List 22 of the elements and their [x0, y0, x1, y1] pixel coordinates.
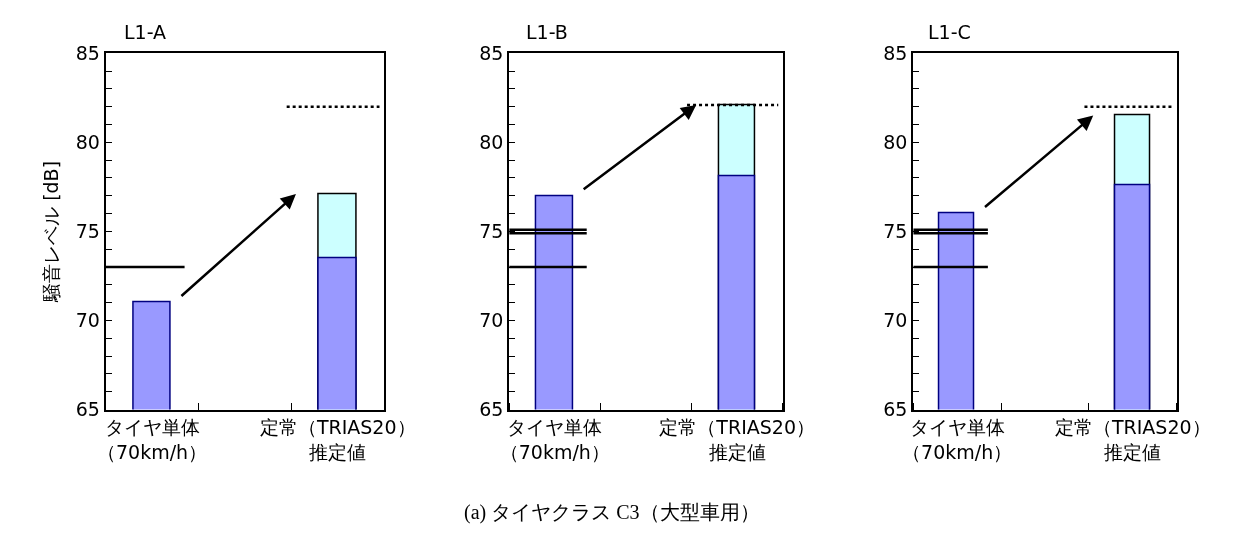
- y-tick-label: 80: [75, 130, 100, 153]
- y-tick-label: 80: [479, 130, 504, 153]
- y-tick-label: 85: [479, 41, 504, 64]
- y-tick-label: 70: [479, 309, 504, 332]
- y-tick-label: 85: [75, 41, 100, 64]
- x-tick-label: 定常（TRIAS20）推定値: [1054, 416, 1211, 464]
- y-tick-label: 70: [883, 309, 908, 332]
- y-tick-label: 75: [75, 220, 100, 243]
- y-tick-label: 75: [883, 220, 908, 243]
- y-tick-label: 70: [75, 309, 100, 332]
- y-tick-label: 80: [883, 130, 908, 153]
- y-tick-label: 75: [479, 220, 504, 243]
- x-tick-label: 定常（TRIAS20）推定値: [659, 416, 816, 464]
- x-tick-label: 定常（TRIAS20）推定値: [259, 416, 416, 464]
- y-tick-label: 65: [75, 398, 100, 421]
- chart-title: L1-A: [124, 21, 167, 43]
- text: (a) タイヤクラス C3（大型車用）: [464, 501, 760, 524]
- chart-title: L1-B: [526, 21, 568, 43]
- y-tick-label: 85: [883, 41, 908, 64]
- x-tick-label: タイヤ単体（70km/h）: [97, 416, 208, 464]
- chart-title: L1-C: [928, 21, 971, 43]
- y-axis-title: 騒音レベル [dB]: [40, 160, 63, 303]
